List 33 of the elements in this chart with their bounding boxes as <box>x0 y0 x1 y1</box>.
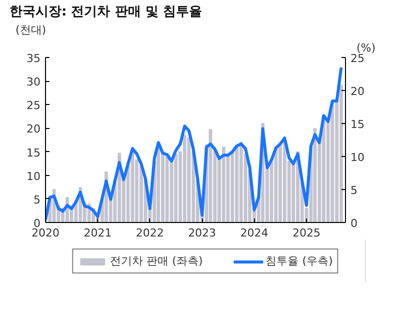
bar <box>330 102 334 222</box>
y2-tick-label: 10 <box>350 151 364 164</box>
y-tick-label: 30 <box>26 76 41 89</box>
y-tick-label: 25 <box>26 99 41 112</box>
y2-tick-label: 25 <box>350 52 364 65</box>
y2-tick-label: 20 <box>350 85 364 98</box>
bar <box>187 137 191 222</box>
y-tick-label: 5 <box>34 193 40 206</box>
x-tick-label: 2024 <box>240 226 268 240</box>
y-tick-label: 15 <box>26 146 41 160</box>
y-axis-title: (천대) <box>16 24 46 36</box>
bar <box>174 154 178 222</box>
legend-label: 전기차 판매 (좌측) <box>110 254 203 268</box>
bar <box>339 84 343 222</box>
bar <box>165 156 169 222</box>
y2-tick-label: 5 <box>350 184 358 197</box>
bar <box>274 148 278 222</box>
y2-tick-label: 15 <box>350 118 364 131</box>
x-tick-label: 2021 <box>84 226 112 240</box>
y-tick-label: 10 <box>26 170 41 183</box>
x-tick-label: 2025 <box>292 226 321 240</box>
bar <box>222 146 226 222</box>
legend-label: 침투율 (우측) <box>266 254 333 268</box>
bar <box>239 142 243 222</box>
x-tick-label: 2023 <box>188 226 216 240</box>
y2-tick-label: 0 <box>350 217 358 230</box>
y2-axis-title: (%) <box>356 42 376 54</box>
y-tick-label: 20 <box>26 122 41 136</box>
bar <box>182 134 186 222</box>
y-tick-label: 35 <box>26 52 41 65</box>
x-tick-label: 2022 <box>136 226 164 240</box>
bar <box>313 128 317 222</box>
chart-title: 한국시장: 전기차 판매 및 침투율 <box>10 4 202 20</box>
